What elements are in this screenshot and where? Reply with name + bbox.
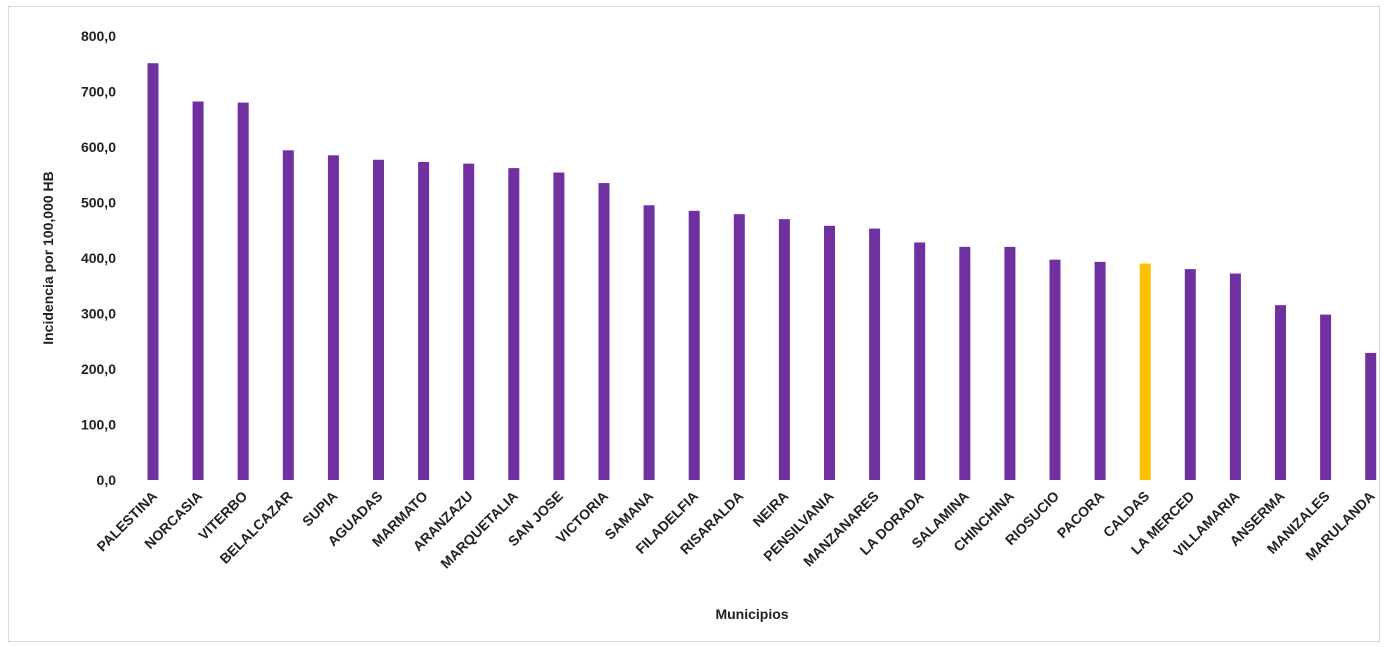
bar-villamaria [1229,273,1241,480]
bar-pacora [1094,261,1106,480]
bar-caldas [1139,263,1151,480]
bar-risaralda [733,214,745,480]
bar-manizales [1320,314,1332,480]
y-tick-label: 0,0 [97,472,117,488]
bars [147,63,1377,481]
x-tick-label: SUPIA [299,488,341,530]
bar-supia [327,155,339,480]
bar-marulanda [1365,352,1377,480]
bar-marmato [418,161,430,481]
y-tick-label: 200,0 [81,361,116,377]
bar-la-merced [1184,269,1196,480]
y-tick-label: 400,0 [81,250,116,266]
bar-riosucio [1049,259,1061,480]
bar-la-dorada [914,242,926,480]
y-tick-label: 700,0 [81,84,116,100]
y-tick-label: 600,0 [81,139,116,155]
bar-viterbo [237,102,249,480]
bar-salamina [959,246,971,480]
y-tick-label: 500,0 [81,195,116,211]
y-tick-label: 100,0 [81,417,116,433]
bar-san-jose [553,172,565,480]
x-axis-title: Municipios [715,606,788,622]
bar-aranzazu [463,163,475,480]
bar-marquetalia [508,168,520,480]
y-axis: 0,0 100,0 200,0 300,0 400,0 500,0 600,0 700,0 80… [81,28,116,488]
bar-filadelfia [688,210,700,480]
bar-palestina [147,63,159,480]
y-tick-label: 300,0 [81,306,116,322]
x-tick-label: MARQUETALIA [437,488,521,572]
y-tick-label: 800,0 [81,28,116,44]
bar-chinchina [1004,246,1016,480]
bar-manzanares [869,228,881,480]
bar-neira [778,219,790,480]
bar-victoria [598,183,610,480]
x-tick-label: PACORA [1054,488,1107,541]
bar-anserma [1275,305,1286,480]
bar-samana [643,205,655,480]
bar-norcasia [192,101,204,481]
bar-belalcazar [282,150,294,480]
bar-aguadas [373,159,384,480]
bar-pensilvania [824,225,835,480]
x-tick-label: NEIRA [749,488,791,530]
y-axis-title: Incidencia por 100,000 HB [40,171,56,345]
